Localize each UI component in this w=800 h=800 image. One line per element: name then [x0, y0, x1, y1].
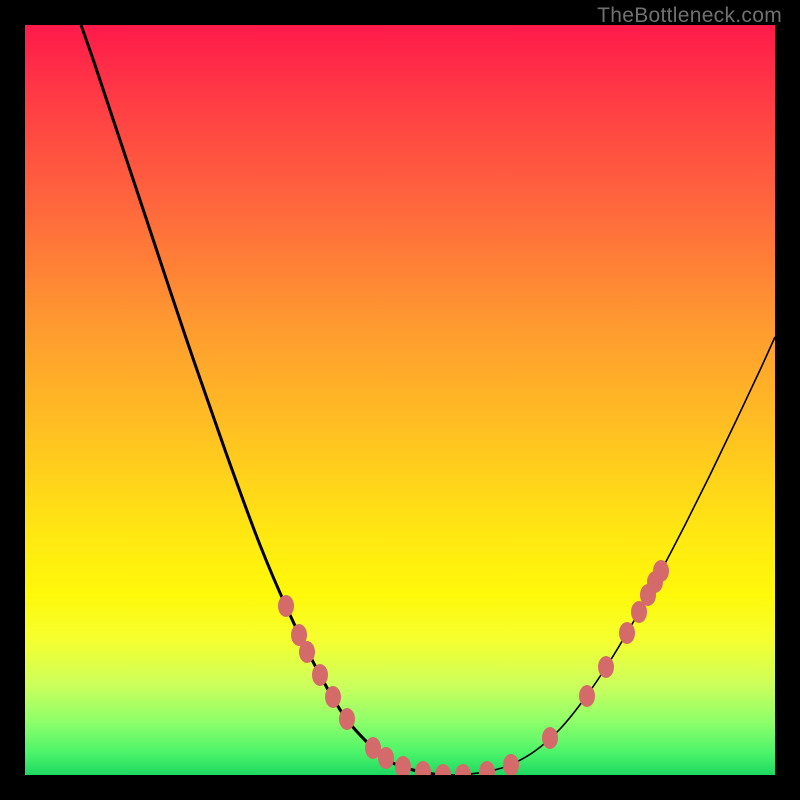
data-point — [455, 764, 471, 775]
data-markers — [278, 560, 669, 775]
data-point — [619, 622, 635, 644]
data-point — [325, 686, 341, 708]
data-point — [435, 764, 451, 775]
data-point — [339, 708, 355, 730]
data-point — [598, 656, 614, 678]
data-point — [395, 756, 411, 775]
data-point — [479, 761, 495, 775]
data-point — [653, 560, 669, 582]
data-point — [415, 761, 431, 775]
bottleneck-curve-right — [440, 337, 775, 775]
curve-overlay — [25, 25, 775, 775]
data-point — [299, 641, 315, 663]
bottleneck-plot — [25, 25, 775, 775]
watermark-text: TheBottleneck.com — [597, 4, 782, 28]
data-point — [542, 727, 558, 749]
data-point — [503, 754, 519, 775]
data-point — [278, 595, 294, 617]
bottleneck-curve-left — [81, 25, 440, 775]
data-point — [378, 747, 394, 769]
data-point — [312, 664, 328, 686]
data-point — [579, 685, 595, 707]
